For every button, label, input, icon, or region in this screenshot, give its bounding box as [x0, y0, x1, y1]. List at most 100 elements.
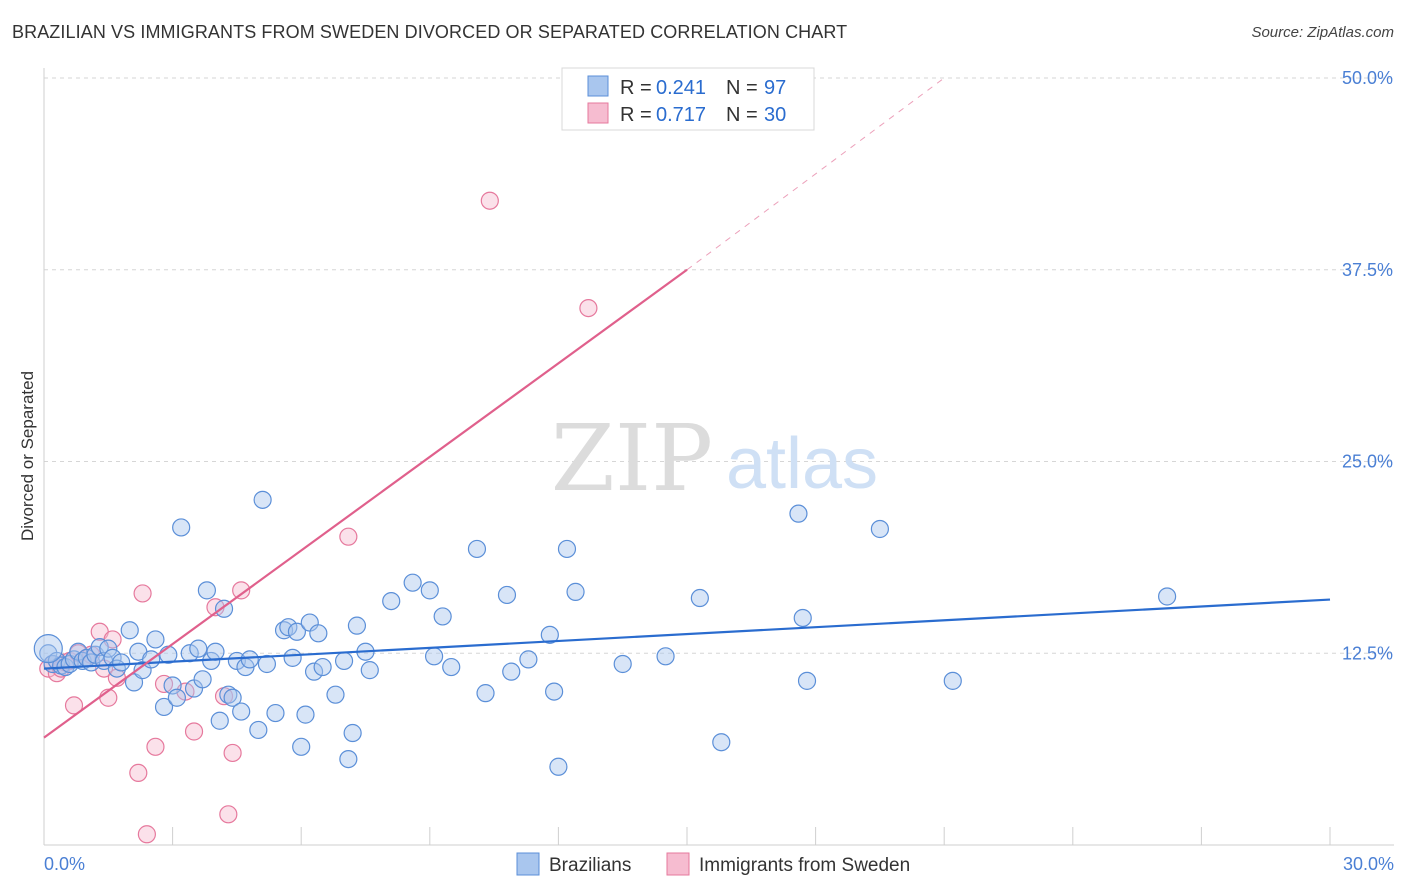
legend-r-value-1: 0.241: [656, 77, 706, 99]
brazilians-point-76: [540, 625, 559, 644]
brazilians-point-45: [253, 490, 272, 509]
brazilians-point-64: [360, 661, 379, 680]
brazilians-point-17: [112, 653, 131, 672]
brazilians-point-59: [334, 651, 354, 671]
brazilians-point-43: [240, 650, 259, 669]
brazilians-point-61: [343, 723, 362, 743]
brazilians-point-78: [549, 757, 568, 776]
sweden-point-15: [129, 763, 148, 783]
brazilians-point-88: [870, 519, 890, 539]
legend-n-label-1: N =: [726, 77, 758, 99]
legend-n-label-2: N =: [726, 104, 758, 126]
brazilians-point-31: [189, 639, 208, 658]
brazilians-point-58: [326, 685, 345, 704]
sweden-point-27: [339, 527, 358, 546]
sweden-point-21: [184, 722, 204, 741]
brazilians-point-49: [279, 618, 298, 637]
y-tick-label-0: 12.5%: [1342, 643, 1393, 663]
sweden-point-16: [133, 584, 152, 603]
brazilians-point-72: [476, 684, 495, 703]
brazilians-point-39: [223, 688, 242, 707]
trend-lines: [43, 77, 1331, 739]
brazilians-point-23: [146, 630, 165, 649]
sweden-trend-extension: [686, 77, 945, 271]
watermark-atlas: atlas: [726, 424, 878, 504]
chart-title: BRAZILIAN VS IMMIGRANTS FROM SWEDEN DIVO…: [12, 22, 848, 42]
brazilians-point-53: [296, 705, 315, 724]
brazilians-point-28: [172, 518, 191, 537]
brazilians-point-75: [519, 650, 538, 669]
sweden-point-6: [64, 696, 84, 715]
brazilians-point-86: [793, 608, 812, 628]
brazilians-point-56: [309, 624, 328, 643]
brazilians-point-50: [283, 648, 302, 667]
sweden-trend-line: [43, 268, 688, 739]
brazilians-point-18: [120, 621, 139, 640]
watermark: ZIP atlas: [551, 405, 878, 512]
brazilians-point-83: [690, 588, 709, 608]
brazilians-point-84: [712, 733, 731, 752]
brazilians-point-14: [99, 639, 118, 658]
axes: [43, 68, 1394, 846]
brazilians-point-46: [257, 654, 277, 674]
legend-r-label-1: R =: [620, 77, 652, 99]
bottom-legend-swatch-brazilians: [516, 852, 540, 876]
brazilians-point-55: [304, 662, 324, 681]
sweden-point-26: [232, 581, 251, 600]
legend-n-value-2: 30: [764, 104, 786, 126]
source-label: Source: ZipAtlas.com: [1251, 24, 1394, 41]
brazilians-cluster-point: [33, 634, 63, 664]
brazilians-trend-line: [43, 598, 1331, 670]
brazilians-point-27: [167, 688, 186, 707]
sweden-point-28: [480, 191, 499, 210]
brazilians-point-82: [656, 647, 675, 666]
brazilians-point-85: [789, 504, 808, 523]
sweden-point-17: [137, 825, 156, 844]
y-tick-label-2: 37.5%: [1342, 260, 1393, 280]
brazilians-point-60: [339, 749, 358, 769]
brazilians-point-74: [502, 662, 521, 681]
brazilians-point-73: [497, 585, 517, 605]
legend-r-label-2: R =: [620, 104, 652, 126]
y-tick-label-3: 50.0%: [1342, 68, 1393, 88]
y-tick-label-1: 25.0%: [1342, 452, 1393, 472]
legend-swatch-sweden: [587, 102, 609, 124]
legend-swatch-brazilians: [587, 75, 609, 97]
brazilians-point-57: [313, 657, 332, 677]
brazilians-point-65: [382, 591, 401, 611]
brazilians-point-32: [193, 670, 212, 689]
brazilians-point-77: [545, 682, 564, 701]
brazilians-point-81: [613, 654, 632, 674]
brazilians-point-79: [557, 539, 577, 559]
brazilians-point-41: [232, 702, 251, 721]
brazilians-point-71: [467, 539, 487, 559]
watermark-zip: ZIP: [551, 405, 713, 512]
brazilians-point-87: [797, 671, 817, 690]
brazilians-point-80: [566, 582, 585, 601]
brazilians-point-47: [266, 703, 285, 723]
brazilians-point-44: [249, 720, 268, 740]
brazilians-point-68: [424, 647, 444, 666]
brazilians-point-33: [197, 581, 216, 600]
sweden-point-29: [579, 299, 598, 318]
brazilians-point-15: [103, 648, 122, 667]
legend-box: R = 0.241 N = 97 R = 0.717 N = 30: [561, 67, 815, 131]
brazilians-point-69: [433, 607, 452, 626]
legend-r-value-2: 0.717: [656, 104, 706, 126]
brazilians-point-19: [124, 673, 144, 692]
sweden-point-18: [146, 737, 165, 756]
bottom-legend: Brazilians Immigrants from Sweden: [516, 852, 910, 876]
brazilians-point-66: [403, 573, 422, 592]
sweden-point-25: [223, 743, 242, 763]
brazilians-point-52: [292, 737, 311, 756]
sweden-point-24: [219, 805, 238, 824]
brazilians-point-90: [1158, 587, 1177, 606]
y-tick-labels: 12.5% 25.0% 37.5% 50.0%: [1342, 68, 1393, 663]
series-brazilians-points: [33, 490, 1177, 776]
series-sweden-points: [39, 191, 598, 844]
brazilians-point-67: [420, 581, 439, 600]
brazilians-point-89: [943, 671, 962, 690]
x-tick-label-min: 0.0%: [44, 854, 85, 874]
brazilians-point-70: [442, 657, 461, 677]
